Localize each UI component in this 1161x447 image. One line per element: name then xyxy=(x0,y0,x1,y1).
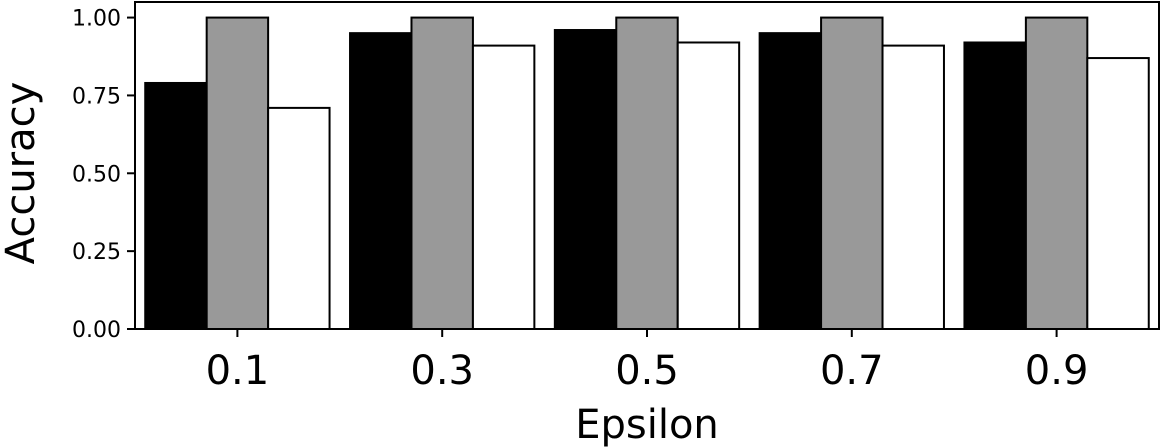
bar-series-2-0.7 xyxy=(820,16,884,330)
x-tick-label: 0.9 xyxy=(1025,348,1089,394)
bar-series-3-0.7 xyxy=(881,44,945,330)
x-tick-label: 0.1 xyxy=(206,348,270,394)
bar-series-1-0.9 xyxy=(963,41,1027,330)
y-axis: 0.00 0.25 0.50 0.75 1.00 xyxy=(72,7,135,343)
bar-series-2-0.1 xyxy=(205,16,270,330)
y-tick-label: 1.00 xyxy=(72,7,121,32)
x-tick-label: 0.5 xyxy=(615,348,679,394)
y-tick-label: 0.00 xyxy=(72,318,121,343)
bar-series-1-0.1 xyxy=(144,81,208,330)
bar-series-1-0.3 xyxy=(349,32,413,331)
bar-series-2-0.9 xyxy=(1024,16,1089,330)
x-axis-label: Epsilon xyxy=(575,402,719,447)
y-tick-label: 0.25 xyxy=(72,240,121,265)
bar-series-2-0.3 xyxy=(410,16,474,330)
bar-series-3-0.5 xyxy=(676,41,741,330)
bar-series-1-0.7 xyxy=(758,32,823,331)
x-tick-label: 0.3 xyxy=(410,348,474,394)
y-tick-label: 0.50 xyxy=(72,162,121,187)
bars-group xyxy=(144,16,1150,331)
y-tick-label: 0.75 xyxy=(72,84,121,109)
bar-series-3-0.9 xyxy=(1086,57,1150,331)
bar-series-2-0.5 xyxy=(615,16,679,330)
bar-series-1-0.5 xyxy=(553,29,618,331)
x-tick-label: 0.7 xyxy=(820,348,884,394)
bar-series-3-0.1 xyxy=(267,106,331,330)
y-axis-label: Accuracy xyxy=(0,82,44,265)
bar-series-3-0.3 xyxy=(471,44,536,330)
x-axis: 0.1 0.3 0.5 0.7 0.9 xyxy=(206,329,1089,394)
